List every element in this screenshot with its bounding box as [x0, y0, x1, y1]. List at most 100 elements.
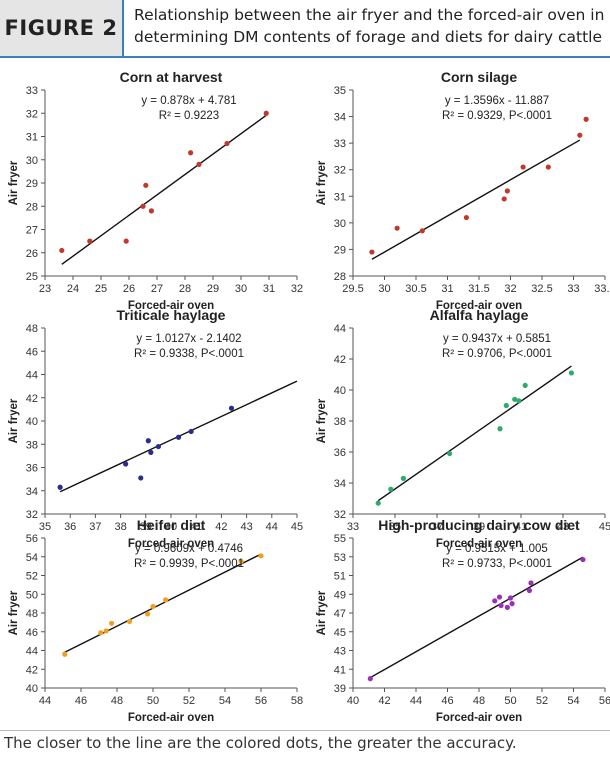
y-tick-label: 25: [26, 271, 38, 283]
x-axis-label: Forced-air oven: [128, 300, 214, 312]
data-point: [583, 116, 589, 122]
data-point: [163, 597, 169, 603]
x-tick-label: 24: [67, 283, 79, 295]
chart-title: Corn at harvest: [120, 69, 223, 85]
x-tick-label: 35: [389, 521, 401, 533]
y-axis-label: Air fryer: [316, 398, 328, 443]
r-squared-label: R² = 0.9939, P<.0001: [134, 558, 244, 570]
x-tick-label: 31: [441, 283, 453, 295]
regression-equation: y = 1.0127x - 2.1402: [136, 333, 241, 345]
x-tick-label: 42: [215, 521, 227, 533]
x-tick-label: 44: [266, 521, 278, 533]
x-tick-label: 39: [140, 521, 152, 533]
data-point: [138, 475, 144, 481]
x-tick-label: 40: [165, 521, 177, 533]
x-tick-label: 35: [39, 521, 51, 533]
x-tick-label: 50: [147, 695, 159, 707]
data-point: [103, 628, 109, 634]
data-point: [568, 370, 575, 376]
y-tick-label: 54: [26, 552, 38, 564]
x-tick-label: 32.5: [531, 283, 552, 295]
x-tick-label: 56: [255, 695, 267, 707]
data-point: [498, 602, 504, 609]
y-tick-label: 33: [334, 138, 346, 150]
data-point: [238, 558, 244, 565]
chart-title: Triticale haylage: [117, 307, 226, 323]
data-point: [388, 486, 394, 492]
data-point: [492, 598, 498, 604]
x-tick-label: 29: [207, 283, 219, 295]
x-tick-label: 25: [95, 283, 107, 295]
x-tick-label: 32: [291, 283, 303, 295]
y-tick-label: 44: [334, 323, 346, 335]
y-tick-label: 40: [334, 385, 346, 397]
x-tick-label: 23: [39, 283, 51, 295]
y-tick-label: 34: [334, 478, 346, 490]
data-point: [98, 630, 104, 636]
y-tick-label: 30: [26, 155, 38, 167]
x-tick-label: 32: [504, 283, 516, 295]
data-point: [228, 405, 235, 411]
x-axis-label: Forced-air oven: [128, 538, 214, 550]
data-point: [545, 164, 551, 170]
regression-equation: y = 0.9515x + 1.005: [446, 543, 548, 555]
regression-equation: y = 0.9437x + 0.5851: [443, 333, 551, 345]
y-axis-label: Air fryer: [316, 160, 328, 205]
x-tick-label: 37: [431, 521, 443, 533]
x-tick-label: 45: [291, 521, 303, 533]
x-tick-label: 46: [75, 695, 87, 707]
x-tick-label: 36: [64, 521, 76, 533]
x-tick-label: 38: [114, 521, 126, 533]
y-tick-label: 53: [334, 552, 346, 564]
data-point: [419, 228, 425, 234]
data-point: [140, 203, 146, 209]
x-tick-label: 50: [504, 695, 516, 707]
x-tick-label: 26: [123, 283, 135, 295]
data-point: [501, 196, 507, 202]
data-point: [504, 188, 510, 194]
data-point: [123, 461, 129, 467]
y-tick-label: 32: [334, 165, 346, 177]
header-rule: [0, 56, 610, 58]
data-point: [258, 553, 264, 559]
x-tick-label: 33.5: [594, 283, 610, 295]
chart-3: Triticale haylage 35 36 37 38 39 40 41 42 43 44 45 3…: [8, 307, 303, 550]
x-tick-label: 45: [599, 521, 610, 533]
data-point: [263, 110, 269, 116]
x-tick-label: 30: [235, 283, 247, 295]
figure-panel: [0, 58, 610, 730]
y-tick-label: 43: [334, 646, 346, 658]
y-tick-label: 42: [26, 664, 38, 676]
regression-line: [377, 365, 572, 502]
data-point: [155, 443, 161, 450]
y-tick-label: 44: [26, 646, 38, 658]
y-tick-label: 26: [26, 248, 38, 260]
y-tick-label: 45: [334, 627, 346, 639]
data-point: [109, 620, 115, 626]
data-point: [188, 428, 194, 435]
y-tick-label: 28: [334, 271, 346, 283]
y-tick-label: 36: [26, 463, 38, 475]
y-tick-label: 38: [334, 416, 346, 428]
data-point: [512, 396, 518, 402]
data-point: [577, 132, 583, 138]
y-tick-label: 46: [26, 346, 38, 358]
y-tick-label: 32: [26, 509, 38, 521]
x-axis-label: Forced-air oven: [436, 712, 522, 724]
y-tick-label: 44: [26, 370, 38, 382]
y-tick-label: 48: [26, 323, 38, 335]
data-point: [148, 208, 154, 214]
regression-equation: y = 1.3596x - 11.887: [445, 95, 549, 107]
data-point: [496, 594, 503, 600]
data-point: [580, 556, 586, 563]
x-tick-label: 29.5: [342, 283, 363, 295]
data-point: [143, 182, 149, 188]
x-axis-label: Forced-air oven: [436, 538, 522, 550]
chart-5: Heifer diet 44 46 48 50 52 54 56 58 40 42 44 46 48 50 5…: [8, 517, 303, 724]
data-point: [447, 450, 453, 457]
regression-line: [371, 139, 581, 260]
data-point: [87, 238, 93, 244]
y-tick-label: 32: [334, 509, 346, 521]
y-tick-label: 48: [26, 608, 38, 620]
regression-line: [369, 556, 584, 679]
